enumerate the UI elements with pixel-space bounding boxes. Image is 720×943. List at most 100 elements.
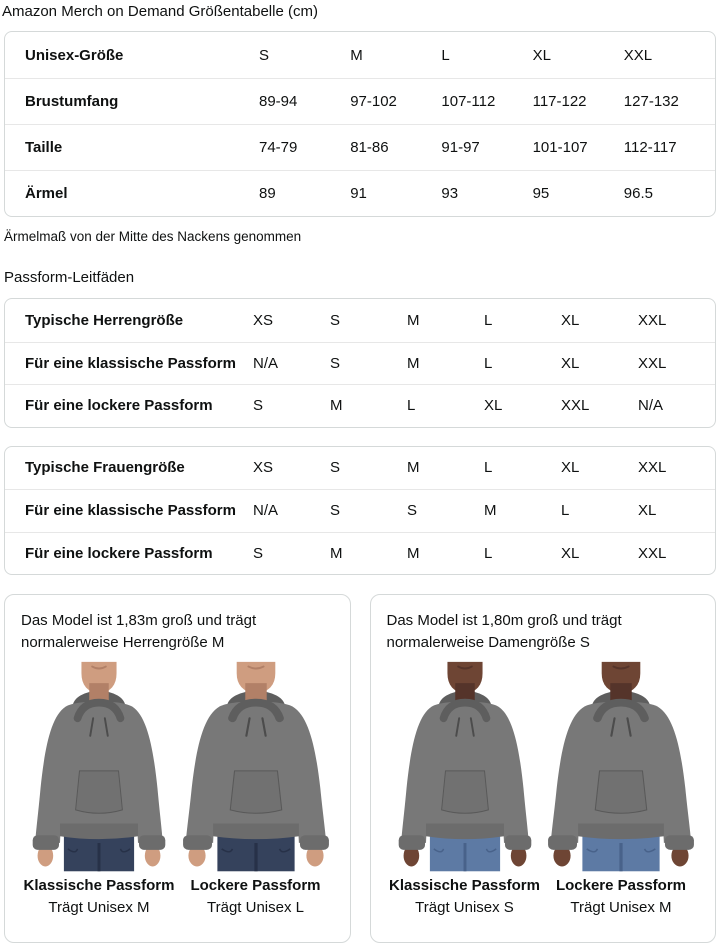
table-cell: 96.5 xyxy=(623,185,653,202)
model-card-heading: Das Model ist 1,80m groß und trägt norma… xyxy=(386,612,622,651)
table-cell: 97-102 xyxy=(350,93,397,110)
table-cell: S xyxy=(407,502,418,520)
fit-guides-title: Passform-Leitfäden xyxy=(4,269,135,286)
table-cell: L xyxy=(561,502,570,520)
female-model-card: Das Model ist 1,80m groß und trägt norma… xyxy=(369,594,716,943)
male-loose-hoodie-photo xyxy=(170,660,342,873)
table-row: Für eine lockere Passform S M L XL XXL N… xyxy=(5,384,715,427)
row-label: Taille xyxy=(25,139,63,156)
table-cell: N/A xyxy=(638,397,664,415)
table-cell: XXL xyxy=(561,397,590,415)
table-cell: XL xyxy=(561,311,580,329)
table-cell: L xyxy=(484,311,493,329)
fit-label: Klassische Passform xyxy=(23,877,175,894)
table-cell: M xyxy=(407,311,420,329)
row-label: Unisex-Größe xyxy=(25,46,124,64)
table-cell: XL xyxy=(561,459,580,477)
table-cell: M xyxy=(330,544,343,562)
table-cell: 89-94 xyxy=(259,93,298,110)
sleeve-measure-note: Ärmelmaß von der Mitte des Nackens genom… xyxy=(4,229,302,244)
table-cell: XL xyxy=(561,544,580,562)
row-label: Für eine lockere Passform xyxy=(25,544,213,562)
male-classic-hoodie-photo xyxy=(21,660,177,873)
col-header: XL xyxy=(532,46,551,64)
table-cell: XXL xyxy=(638,459,667,477)
table-cell: 93 xyxy=(441,185,459,202)
table-row: Typische Herrengröße XS S M L XL XXL xyxy=(5,299,715,342)
table-cell: L xyxy=(484,459,493,477)
fit-label: Lockere Passform xyxy=(555,877,687,894)
row-label: Für eine klassische Passform xyxy=(25,502,236,520)
figure-classic-fit: Klassische Passform Trägt Unisex S xyxy=(387,660,543,919)
table-cell: M xyxy=(484,502,497,520)
table-cell: S xyxy=(330,459,341,477)
mens-fit-table: Typische Herrengröße XS S M L XL XXL Für… xyxy=(4,298,716,428)
row-label: Für eine klassische Passform xyxy=(25,354,236,372)
table-cell: 112-117 xyxy=(623,139,677,156)
table-cell: 117-122 xyxy=(532,93,587,110)
table-cell: M xyxy=(330,397,343,415)
table-cell: 91 xyxy=(350,185,367,202)
womens-fit-table: Typische Frauengröße XS S M L XL XXL Für… xyxy=(4,445,716,575)
table-cell: XL xyxy=(484,397,503,415)
row-label: Typische Frauengröße xyxy=(25,459,185,477)
fit-size-worn: Trägt Unisex L xyxy=(207,899,304,916)
table-cell: S xyxy=(330,311,341,329)
fit-label: Klassische Passform xyxy=(389,877,540,894)
figures-row: Klassische Passform Trägt Unisex S Locke… xyxy=(387,660,700,919)
table-cell: S xyxy=(253,544,264,562)
table-row: Typische Frauengröße XS S M L XL XXL xyxy=(5,447,715,490)
table-row-chest: Brustumfang 89-94 97-102 107-112 117-122… xyxy=(5,78,715,124)
table-cell: 101-107 xyxy=(532,139,588,156)
table-cell: 74-79 xyxy=(259,139,298,156)
table-cell: 107-112 xyxy=(441,93,496,110)
row-label: Brustumfang xyxy=(25,93,119,110)
table-cell: 127-132 xyxy=(623,93,679,110)
row-label: Typische Herrengröße xyxy=(25,311,184,329)
table-row: Für eine klassische Passform N/A S M L X… xyxy=(5,341,715,385)
page-title: Amazon Merch on Demand Größentabelle (cm… xyxy=(2,3,318,20)
figures-row: Klassische Passform Trägt Unisex M Locke… xyxy=(21,660,334,919)
table-cell: N/A xyxy=(253,502,279,520)
table-cell: 91-97 xyxy=(441,139,480,156)
col-header: L xyxy=(441,46,450,64)
table-cell: M xyxy=(407,544,420,562)
table-cell: XXL xyxy=(638,544,667,562)
female-loose-hoodie-photo xyxy=(535,660,707,873)
table-cell: N/A xyxy=(253,354,279,372)
table-cell: M xyxy=(407,459,420,477)
fit-size-worn: Trägt Unisex S xyxy=(415,899,514,916)
model-cards: Das Model ist 1,83m groß und trägt norma… xyxy=(4,594,716,943)
table-cell: 81-86 xyxy=(350,139,389,156)
table-cell: S xyxy=(330,502,341,520)
table-cell: XXL xyxy=(638,311,667,329)
col-header: M xyxy=(350,46,363,64)
table-header-row: Unisex-Größe S M L XL XXL xyxy=(5,32,715,78)
table-cell: 95 xyxy=(532,185,550,202)
table-cell: L xyxy=(484,354,493,372)
fit-size-worn: Trägt Unisex M xyxy=(48,899,150,916)
fit-size-worn: Trägt Unisex M xyxy=(570,899,672,916)
table-cell: S xyxy=(330,354,341,372)
row-label: Für eine lockere Passform xyxy=(25,397,213,415)
table-cell: S xyxy=(253,397,264,415)
table-row-waist: Taille 74-79 81-86 91-97 101-107 112-117 xyxy=(5,124,715,170)
table-cell: XL xyxy=(561,354,580,372)
col-header: XXL xyxy=(623,46,653,64)
table-cell: L xyxy=(407,397,416,415)
table-cell: M xyxy=(407,354,420,372)
female-classic-hoodie-photo xyxy=(387,660,543,873)
table-row: Für eine klassische Passform N/A S S M L… xyxy=(5,489,715,532)
col-header: S xyxy=(259,46,270,64)
male-model-card: Das Model ist 1,83m groß und trägt norma… xyxy=(4,594,351,943)
figure-loose-fit: Lockere Passform Trägt Unisex M xyxy=(543,660,699,919)
table-cell: L xyxy=(484,544,493,562)
row-label: Ärmel xyxy=(25,185,68,202)
table-row: Für eine lockere Passform S M M L XL XXL xyxy=(5,531,715,575)
table-cell: XL xyxy=(638,502,657,520)
table-cell: XS xyxy=(253,459,274,477)
table-row-sleeve: Ärmel 89 91 93 95 96.5 xyxy=(5,170,715,216)
unisex-size-table: Unisex-Größe S M L XL XXL Brustumfang 89… xyxy=(4,31,716,217)
table-cell: XS xyxy=(253,311,274,329)
model-card-heading: Das Model ist 1,83m groß und trägt norma… xyxy=(21,612,257,651)
